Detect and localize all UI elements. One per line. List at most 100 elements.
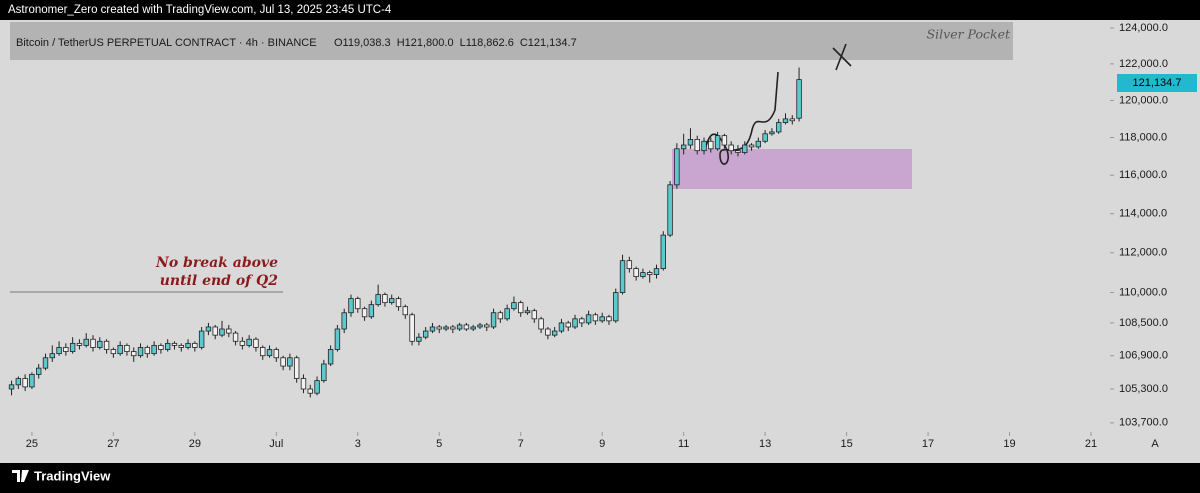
y-tick-label: 114,000.0 bbox=[1119, 208, 1167, 220]
candle-body bbox=[647, 272, 653, 275]
candle-body bbox=[619, 260, 626, 293]
candle-body bbox=[633, 268, 639, 277]
candle-body bbox=[246, 338, 252, 346]
y-tick-label: 105,300.0 bbox=[1119, 383, 1168, 395]
candle-body bbox=[775, 122, 782, 133]
candle-body bbox=[124, 344, 130, 352]
candle-body bbox=[484, 324, 490, 328]
candle-body bbox=[158, 344, 164, 350]
candle-body bbox=[708, 140, 714, 150]
candle-body bbox=[687, 139, 694, 146]
x-tick-label: 27 bbox=[107, 438, 119, 450]
x-tick-label: Jul bbox=[269, 438, 283, 450]
candle-body bbox=[782, 118, 789, 124]
candle-body bbox=[178, 344, 184, 348]
y-tick-label: 124,000.0 bbox=[1119, 22, 1168, 34]
candle-body bbox=[796, 79, 802, 119]
candle-body bbox=[334, 328, 341, 350]
y-tick-label: 108,500.0 bbox=[1119, 317, 1168, 329]
candle-body bbox=[375, 294, 381, 306]
last-price-box bbox=[1117, 74, 1197, 92]
candle-body bbox=[518, 302, 524, 314]
candle-body bbox=[456, 324, 463, 330]
candle-body bbox=[538, 318, 544, 330]
candle-body bbox=[429, 326, 436, 332]
candle-body bbox=[653, 268, 660, 275]
candle-body bbox=[253, 338, 259, 348]
x-mark bbox=[832, 43, 852, 71]
candle-body bbox=[443, 326, 449, 330]
candle-body bbox=[117, 344, 123, 355]
y-tick-label: 122,000.0 bbox=[1119, 58, 1168, 70]
candle-body bbox=[110, 349, 117, 355]
candle-body bbox=[35, 367, 42, 375]
candle-body bbox=[97, 340, 103, 348]
candle-body bbox=[585, 314, 592, 324]
candle-body bbox=[674, 148, 680, 186]
candle-body bbox=[164, 342, 171, 350]
candle-body bbox=[266, 349, 273, 357]
candle-body bbox=[314, 380, 320, 394]
top-bar bbox=[0, 0, 1200, 20]
candle-body bbox=[463, 324, 470, 330]
candle-body bbox=[192, 342, 198, 348]
candle-body bbox=[721, 135, 728, 146]
candle-body bbox=[83, 338, 89, 346]
candle-body bbox=[293, 357, 300, 379]
candle-body bbox=[49, 353, 55, 359]
candle-body bbox=[198, 330, 205, 348]
candle-body bbox=[171, 342, 178, 346]
candle-body bbox=[355, 298, 361, 310]
candle-body bbox=[368, 304, 375, 318]
candle-body bbox=[382, 294, 388, 304]
symbol: Bitcoin / TetherUS PERPETUAL CONTRACT · … bbox=[16, 37, 317, 49]
candle-body bbox=[300, 378, 307, 390]
candle-body bbox=[63, 347, 69, 352]
candle-body bbox=[273, 349, 280, 359]
candle-body bbox=[694, 139, 700, 152]
candle-body bbox=[151, 344, 157, 355]
candle-body bbox=[321, 363, 327, 382]
candle-body bbox=[29, 373, 35, 388]
candle-body bbox=[565, 322, 571, 328]
candle-body bbox=[531, 310, 537, 320]
candle-body bbox=[260, 347, 266, 357]
purple-zone bbox=[672, 149, 912, 189]
candle-body bbox=[728, 144, 734, 152]
candle-body bbox=[592, 314, 599, 322]
candle-body bbox=[131, 351, 137, 357]
brand-logo bbox=[12, 470, 29, 482]
candle-body bbox=[219, 328, 225, 336]
candle-body bbox=[341, 312, 347, 330]
candle-body bbox=[497, 312, 504, 320]
note-line-1: No break above bbox=[155, 255, 278, 271]
candle-body bbox=[422, 330, 429, 338]
candle-body bbox=[613, 292, 619, 322]
candle-body bbox=[137, 347, 144, 357]
candle-body bbox=[76, 342, 83, 346]
ohlc-value: C121,134.7 bbox=[520, 37, 577, 49]
candle-body bbox=[307, 388, 313, 394]
x-tick-label: 9 bbox=[599, 438, 605, 450]
x-tick-label: 3 bbox=[355, 438, 361, 450]
candle-body bbox=[755, 140, 762, 148]
candle-body bbox=[524, 310, 531, 314]
candle-body bbox=[226, 328, 232, 334]
candle-body bbox=[742, 144, 748, 153]
candle-body bbox=[239, 340, 246, 346]
chart-title: Astronomer_Zero created with TradingView… bbox=[8, 4, 392, 16]
ohlc-value: O119,038.3 bbox=[334, 37, 391, 49]
candle-body bbox=[680, 144, 687, 150]
ohlc-legend: O119,038.3 H121,800.0 L118,862.6 C121,134.7 bbox=[334, 37, 577, 49]
y-tick-label: 116,000.0 bbox=[1119, 169, 1167, 181]
x-tick-label: 25 bbox=[26, 438, 38, 450]
x-tick-label: 19 bbox=[1003, 438, 1015, 450]
candle-body bbox=[769, 131, 775, 135]
candle-body bbox=[361, 308, 368, 318]
last-price-label: 121,134.7 bbox=[1133, 77, 1182, 89]
candle-body bbox=[748, 144, 755, 148]
candle-body bbox=[327, 349, 334, 365]
x-tick-label: 17 bbox=[922, 438, 934, 450]
candle-body bbox=[56, 347, 62, 355]
candle-body bbox=[280, 357, 286, 367]
